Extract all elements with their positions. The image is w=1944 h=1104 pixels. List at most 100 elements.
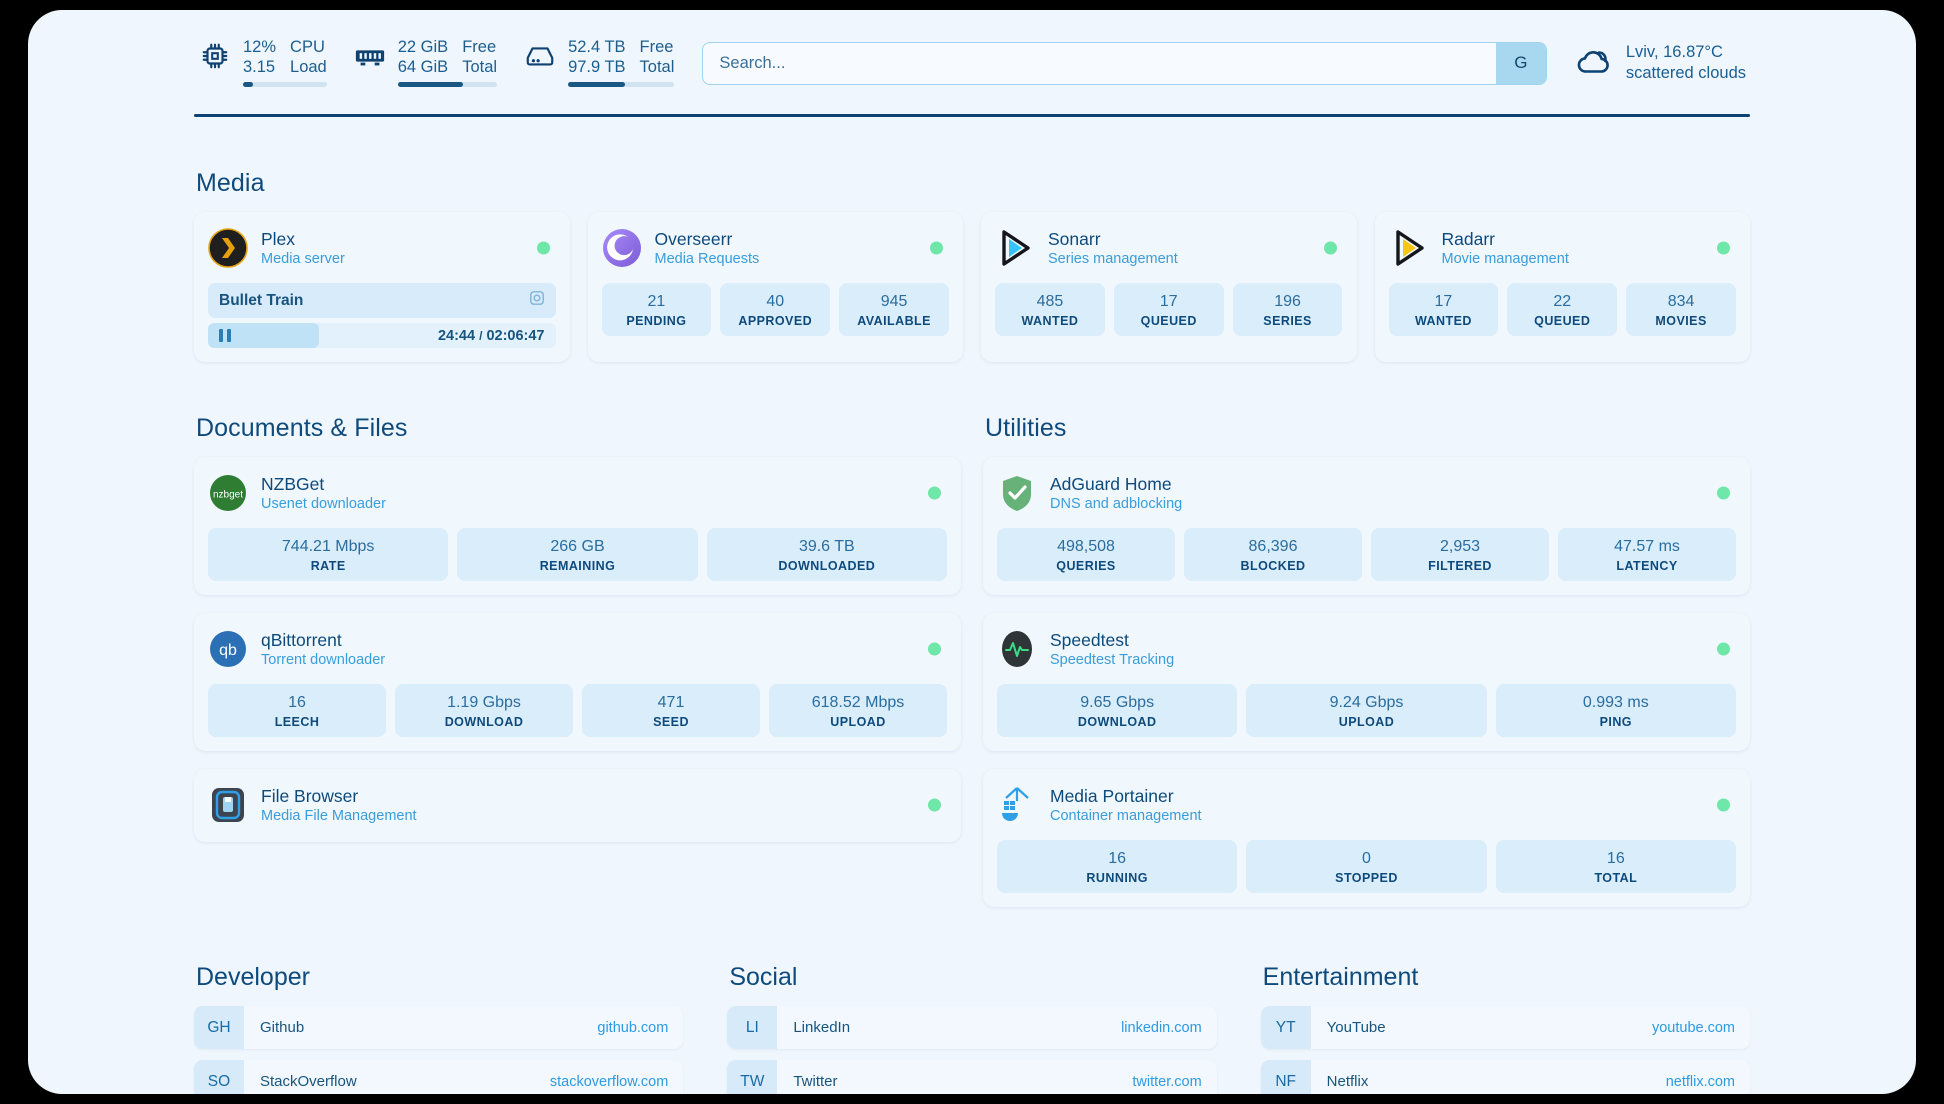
bookmark-group: Social LI LinkedIn linkedin.com TW Twitt… [727,963,1217,1094]
stat-tile[interactable]: 21 PENDING [601,283,712,336]
section-title-documents: Documents & Files [196,414,408,442]
stat-label-secondary: Total [462,58,498,76]
stat-tile[interactable]: 16 TOTAL [1495,840,1736,893]
bookmark-item[interactable]: TW Twitter twitter.com [727,1060,1217,1094]
bookmark-url[interactable]: stackoverflow.com [549,1073,669,1090]
stat-tile[interactable]: 266 GB REMAINING [457,528,698,581]
stat-progress-bar [397,82,498,88]
bookmark-url[interactable]: twitter.com [1132,1073,1202,1090]
stat-tile[interactable]: 498,508 QUERIES [997,528,1175,581]
stat-tile[interactable]: 22 QUEUED [1507,283,1618,336]
svg-text:qb: qb [219,642,237,659]
service-card[interactable]: Sonarr Series management 485 WANTED 17 Q… [981,212,1357,362]
bookmark-url[interactable]: github.com [597,1019,669,1036]
bookmark-item[interactable]: GH Github github.com [194,1006,684,1049]
stat-tile-label: AVAILABLE [857,314,931,328]
stat-tile[interactable]: 86,396 BLOCKED [1184,528,1362,581]
speedtest-icon [997,629,1037,669]
stat-tile-label: APPROVED [738,314,813,328]
stat-tile[interactable]: 0 STOPPED [1246,840,1487,893]
stat-label-primary: CPU [290,37,325,56]
stat-tile-value: 744.21 Mbps [281,538,375,555]
cloud-icon [1575,46,1613,81]
stat-tile-value: 86,396 [1248,538,1298,555]
pause-icon[interactable] [219,329,231,342]
stat-tile[interactable]: 485 WANTED [995,283,1105,336]
service-card[interactable]: Media Portainer Container management 16 … [983,769,1750,907]
stat-tile-label: WANTED [1414,314,1472,328]
stat-tile[interactable]: 39.6 TB DOWNLOADED [706,528,947,581]
playback-progress[interactable]: 24:44 / 02:06:47 [208,323,556,348]
stat-value-primary: 52.4 TB [568,37,626,56]
stat-tile[interactable]: 40 APPROVED [720,283,831,336]
memory-icon [353,37,387,75]
stat-tile[interactable]: 945 AVAILABLE [839,283,949,336]
stat-tile-label: RATE [310,559,346,573]
status-indicator [928,798,941,812]
bookmark-item[interactable]: YT YouTube youtube.com [1260,1006,1750,1049]
bookmark-item[interactable]: LI LinkedIn linkedin.com [727,1006,1217,1049]
card-stat-row: 21 PENDING 40 APPROVED 945 AVAILABLE [601,283,950,336]
stat-tile[interactable]: 17 WANTED [1388,283,1499,336]
search-submit-button[interactable]: G [1495,42,1546,84]
card-stat-row: 16 LEECH 1.19 Gbps DOWNLOAD 471 SEED 618… [208,684,947,737]
cast-icon[interactable] [529,290,545,311]
service-card[interactable]: AdGuard Home DNS and adblocking 498,508 … [983,457,1750,595]
service-card[interactable]: qb qBittorrent Torrent downloader 16 LEE… [194,613,961,751]
stat-tile[interactable]: 16 LEECH [208,684,386,737]
bookmark-url[interactable]: youtube.com [1651,1019,1735,1036]
bookmark-name: StackOverflow [260,1073,357,1090]
bookmark-abbr: TW [727,1060,778,1094]
stat-tile-label: UPLOAD [1338,715,1395,729]
bookmark-item[interactable]: SO StackOverflow stackoverflow.com [194,1060,684,1094]
search-box[interactable]: G [702,41,1547,85]
service-card[interactable]: Overseerr Media Requests 21 PENDING 40 A… [587,212,963,362]
radarr-icon [1389,228,1429,268]
stat-tile[interactable]: 9.24 Gbps UPLOAD [1246,684,1487,737]
bookmark-item[interactable]: NF Netflix netflix.com [1260,1060,1750,1094]
stat-tile-value: 2,953 [1439,538,1481,555]
header-bar: 12% 3.15 CPU Load 22 GiB 64 GiB [194,10,1750,100]
service-subtitle: Media Requests [654,250,760,267]
bookmark-url[interactable]: linkedin.com [1121,1019,1202,1036]
stat-tile[interactable]: 16 RUNNING [997,840,1238,893]
bookmark-name: YouTube [1326,1019,1386,1036]
stat-tile[interactable]: 9.65 Gbps DOWNLOAD [997,684,1238,737]
bookmark-url[interactable]: netflix.com [1665,1073,1735,1090]
dashboard-window: 12% 3.15 CPU Load 22 GiB 64 GiB [28,10,1916,1094]
stat-tile[interactable]: 47.57 ms LATENCY [1558,528,1736,581]
disk-icon [523,37,557,75]
service-card[interactable]: Speedtest Speedtest Tracking 9.65 Gbps D… [983,613,1750,751]
stat-label-secondary: Load [290,58,327,76]
stat-tile[interactable]: 618.52 Mbps UPLOAD [769,684,947,737]
stat-tile[interactable]: 834 MOVIES [1626,283,1736,336]
stat-tile[interactable]: 744.21 Mbps RATE [208,528,449,581]
now-playing-bar[interactable]: Bullet Train [208,283,556,318]
stat-tile-label: QUEUED [1140,314,1197,328]
stat-tile-value: 471 [657,694,685,711]
service-card[interactable]: Plex Media server Bullet Train 24:44 / 0… [194,212,570,362]
service-subtitle: Container management [1050,807,1202,824]
bookmark-group-title: Entertainment [1262,963,1419,991]
status-indicator [1323,241,1337,255]
stat-tile[interactable]: 0.993 ms PING [1495,684,1736,737]
service-card[interactable]: Radarr Movie management 17 WANTED 22 QUE… [1374,212,1750,362]
playback-time: 24:44 / 02:06:47 [437,327,545,344]
search-input[interactable] [703,53,1496,73]
stat-tile[interactable]: 196 SERIES [1232,283,1343,336]
stat-progress-bar [568,82,675,88]
stat-tile[interactable]: 17 QUEUED [1113,283,1224,336]
service-subtitle: Torrent downloader [261,651,386,668]
bookmark-group-title: Social [729,963,798,991]
service-card[interactable]: nzbget NZBGet Usenet downloader 744.21 M… [194,457,961,595]
stat-tile-value: 47.57 ms [1614,538,1680,555]
stat-tile-value: 9.24 Gbps [1329,694,1404,711]
service-card[interactable]: File Browser Media File Management [194,769,961,842]
stat-tile[interactable]: 1.19 Gbps DOWNLOAD [395,684,573,737]
bookmark-name: Netflix [1326,1073,1369,1090]
bookmark-abbr: SO [194,1060,244,1094]
service-name: File Browser [261,785,359,806]
stat-tile[interactable]: 471 SEED [582,684,760,737]
stat-tile[interactable]: 2,953 FILTERED [1371,528,1549,581]
stat-tile-value: 9.65 Gbps [1080,694,1155,711]
